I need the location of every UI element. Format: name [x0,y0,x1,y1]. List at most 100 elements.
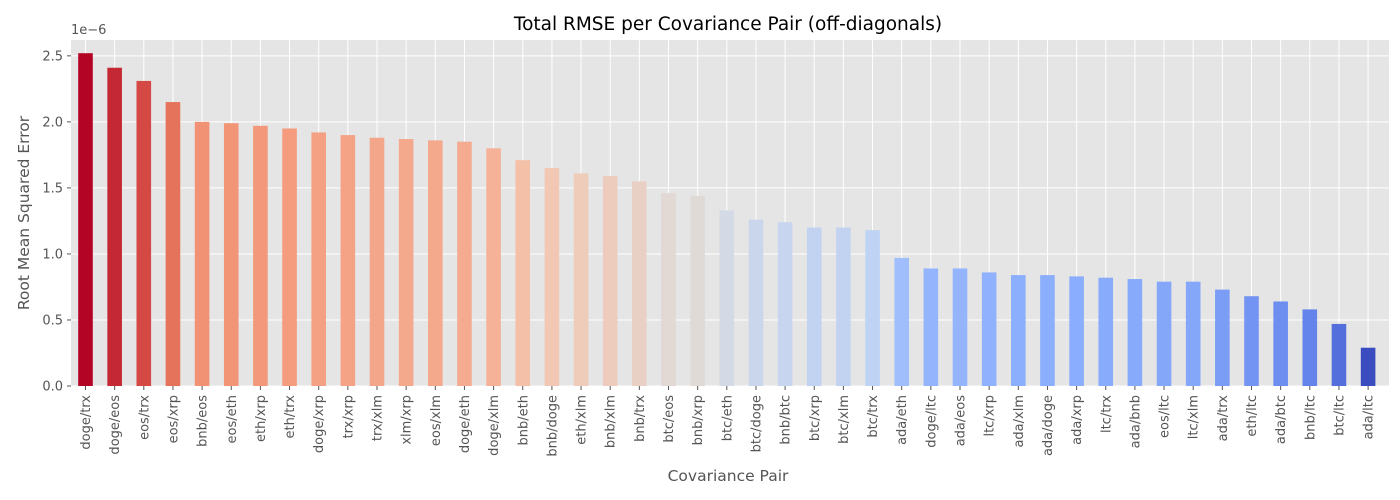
bar [690,195,705,386]
bar [1331,323,1347,386]
bar [544,168,560,386]
bar [836,227,851,386]
x-tick-label: eos/xrp [166,395,181,443]
x-tick-label: ada/eos [954,395,969,447]
bar [194,121,210,386]
x-tick-label: bnb/xlm [604,395,619,448]
x-tick-label: ada/eth [895,395,910,445]
y-tick-label: 2.0 [42,115,63,130]
y-tick-label: 1.5 [42,181,63,196]
bar [806,227,822,386]
x-tick-label: doge/xrp [312,395,327,453]
bar [1069,276,1084,386]
x-tick-label: btc/eth [720,395,735,441]
bar [340,135,356,386]
bar [1273,301,1288,386]
y-tick-label: 2.5 [42,49,63,64]
x-tick-label: bnb/trx [633,395,648,442]
x-tick-label: ltc/trx [1099,395,1114,433]
bar [428,140,443,386]
x-tick-label: xlm/xrp [400,395,415,445]
bar [107,67,122,387]
bar [1156,281,1172,386]
bars [78,53,1376,387]
bar [1302,309,1318,386]
bar [398,139,414,386]
x-tick-label: doge/trx [79,395,94,450]
x-tick-label: ltc/xlm [1187,395,1202,439]
x-tick-label: bnb/xrp [691,395,706,445]
x-tick-label: ada/btc [1274,395,1289,444]
y-tick-label: 0.0 [42,380,63,395]
bar [981,272,997,386]
x-axis-title: Covariance Pair [668,467,789,485]
bar [369,137,385,386]
bar [573,173,589,386]
bar [486,148,501,386]
bar [78,53,93,386]
x-tick-label: btc/trx [866,395,881,438]
bar [1244,296,1259,386]
x-tick-label: ada/trx [1216,395,1231,442]
bar [1011,275,1026,386]
x-tick-label: btc/doge [749,395,764,452]
x-tick-label: eth/trx [283,395,298,439]
bar [311,132,326,386]
x-tick-label: doge/xlm [487,395,502,456]
bar [719,210,735,386]
x-tick-label: trx/xrp [341,395,356,438]
y-axis-ticks: 0.0 0.5 1.0 1.5 2.0 2.5 [42,49,71,395]
x-tick-label: btc/ltc [1332,395,1347,436]
bar [165,102,181,387]
x-tick-label: eos/eth [225,395,240,443]
x-tick-label: bnb/eos [196,395,211,447]
x-tick-label: btc/xlm [837,395,852,444]
bar [865,230,880,386]
bar [136,80,152,386]
y-tick-label: 0.5 [42,313,63,328]
bar [253,125,268,386]
bar [632,181,647,386]
x-tick-label: ada/xlm [1012,395,1027,448]
bar [223,123,239,386]
bar [1215,289,1230,386]
bar [282,128,297,387]
x-tick-label: bnb/doge [545,395,560,457]
chart-title: Total RMSE per Covariance Pair (off-diag… [513,14,942,35]
y-axis-title: Root Mean Squared Error [15,115,33,310]
x-tick-label: doge/eos [108,395,123,455]
bar [777,222,793,386]
x-tick-label: eth/xrp [254,395,269,442]
x-tick-label: eth/xlm [575,395,590,445]
x-tick-label: eos/xlm [429,395,444,446]
x-tick-label: eos/trx [137,395,152,440]
bar [515,160,531,386]
x-tick-label: trx/xlm [371,395,386,441]
x-tick-label: bnb/ltc [1303,395,1318,440]
x-tick-label: btc/xrp [808,395,823,441]
bar [1360,347,1376,386]
x-tick-label: ada/doge [1041,395,1056,456]
x-tick-label: bnb/eth [516,395,531,445]
bar [1185,281,1201,386]
x-axis-ticks: doge/trx doge/eos eos/trx eos/xrp bnb/eos eos… [79,386,1377,457]
y-scale-offset: 1e−6 [71,23,106,38]
x-tick-label: eos/ltc [1158,395,1173,438]
bar [894,257,909,386]
bar [748,219,764,386]
x-tick-label: doge/ltc [924,395,939,448]
bar [1098,277,1114,386]
x-tick-label: ltc/xrp [983,395,998,437]
bar [923,268,939,386]
bar [661,193,676,386]
x-tick-label: ada/ltc [1362,395,1377,439]
bar [1040,275,1055,386]
bar [1127,279,1143,386]
x-tick-label: ada/bnb [1128,395,1143,448]
bar [952,268,968,386]
y-tick-label: 1.0 [42,247,63,262]
bar [457,141,472,386]
x-tick-label: doge/eth [458,395,473,453]
bar [602,176,618,386]
